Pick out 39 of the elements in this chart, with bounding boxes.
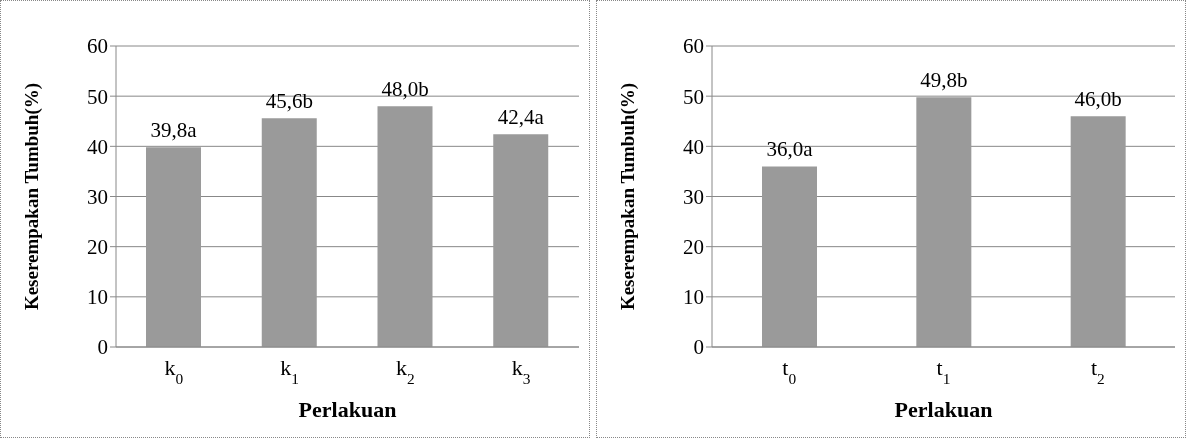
- y-tick-label: 0: [693, 335, 704, 360]
- bar: [762, 166, 817, 347]
- data-label: 48,0b: [381, 77, 429, 102]
- data-label: 45,6b: [265, 89, 313, 114]
- bar: [261, 118, 317, 347]
- x-tick-label: t$_{1}$: [936, 355, 951, 387]
- y-axis-title: Keserempakan Tumbuh(%): [20, 82, 43, 311]
- bar: [377, 106, 433, 347]
- y-tick-label: 50: [683, 84, 704, 109]
- bar: [146, 147, 201, 347]
- bar: [916, 97, 972, 347]
- y-tick-label: 0: [97, 335, 108, 360]
- y-tick-label: 10: [87, 285, 108, 310]
- y-tick-label: 20: [87, 235, 108, 260]
- data-label: 39,8a: [150, 118, 198, 143]
- bar: [493, 134, 549, 347]
- x-tick-label: k$_{1}$: [280, 355, 299, 387]
- x-tick-label: k$_{0}$: [164, 355, 184, 387]
- x-tick-label: t$_{2}$: [1090, 355, 1105, 387]
- x-tick-label: k$_{2}$: [396, 355, 415, 387]
- x-tick-label: t$_{0}$: [782, 355, 797, 387]
- data-label: 36,0a: [766, 137, 814, 162]
- y-tick-label: 30: [87, 184, 108, 209]
- data-label: 42,4a: [497, 105, 545, 130]
- y-tick-label: 20: [683, 235, 704, 260]
- x-axis-title: Perlakuan: [298, 397, 397, 422]
- y-tick-label: 40: [683, 134, 704, 159]
- x-tick-label: k$_{3}$: [511, 355, 531, 387]
- y-tick-label: 60: [683, 34, 704, 59]
- data-label: 46,0b: [1074, 87, 1122, 112]
- y-tick-label: 50: [87, 84, 108, 109]
- x-axis-title: Perlakuan: [894, 397, 993, 422]
- y-tick-label: 30: [683, 184, 704, 209]
- bar: [1070, 116, 1126, 347]
- y-tick-label: 60: [87, 34, 108, 59]
- y-axis-title: Keserempakan Tumbuh(%): [616, 82, 639, 311]
- data-label: 49,8b: [920, 68, 968, 93]
- y-tick-label: 40: [87, 134, 108, 159]
- y-tick-label: 10: [683, 285, 704, 310]
